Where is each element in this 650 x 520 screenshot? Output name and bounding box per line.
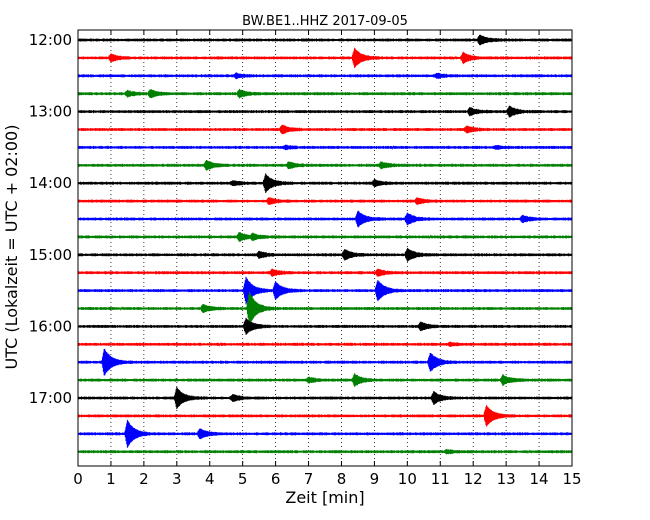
x-tick-label: 1 [106,470,116,488]
y-axis-ticks: 12:00 13:00 14:00 15:00 16:00 17:00 [29,31,572,407]
trace-row [77,34,573,46]
trace-row [77,386,573,410]
trace-row [77,144,573,151]
y-tick-label: 17:00 [29,389,72,407]
trace-row [77,88,573,99]
y-tick-label: 16:00 [29,317,72,335]
trace-row [77,276,573,305]
x-tick-label: 14 [530,470,549,488]
x-tick-label: 10 [398,470,417,488]
x-axis-ticks: 0 1 2 3 4 5 6 7 8 9 10 11 12 13 14 15 [73,30,582,488]
x-tick-label: 13 [497,470,516,488]
trace-row [77,405,573,427]
trace-row [77,449,573,455]
x-tick-label: 5 [238,470,248,488]
y-tick-label: 15:00 [29,246,72,264]
trace-row [77,173,573,194]
x-tick-label: 15 [562,470,581,488]
trace-row [77,341,573,348]
trace-row [77,232,573,242]
trace-row [77,317,573,335]
x-tick-label: 8 [337,470,347,488]
x-tick-label: 9 [370,470,380,488]
trace-row [77,247,573,262]
trace-row [77,197,573,205]
x-tick-label: 7 [304,470,314,488]
x-tick-label: 0 [73,470,83,488]
x-tick-label: 2 [139,470,149,488]
x-tick-label: 4 [205,470,215,488]
trace-row [77,373,573,387]
x-tick-label: 6 [271,470,281,488]
grid-lines [110,30,540,466]
x-tick-label: 3 [172,470,182,488]
trace-row [77,268,573,277]
trace-rows [77,34,573,455]
trace-row [77,419,573,448]
trace-row [77,291,573,326]
trace-row [77,72,573,80]
y-tick-label: 14:00 [29,174,72,192]
trace-row [77,105,573,118]
trace-row [77,348,573,376]
trace-row [77,210,573,228]
trace-row [77,124,573,135]
chart-title: BW.BE1..HHZ 2017-09-05 [242,14,408,29]
plot-frame [77,29,573,467]
trace-row [77,159,573,171]
x-axis-label: Zeit [min] [285,488,364,507]
trace-row [77,47,573,69]
x-tick-label: 12 [464,470,483,488]
x-tick-label: 11 [431,470,450,488]
y-tick-label: 13:00 [29,103,72,121]
y-tick-label: 12:00 [29,31,72,49]
y-axis-label: UTC (Lokalzeit = UTC + 02:00) [2,125,21,370]
